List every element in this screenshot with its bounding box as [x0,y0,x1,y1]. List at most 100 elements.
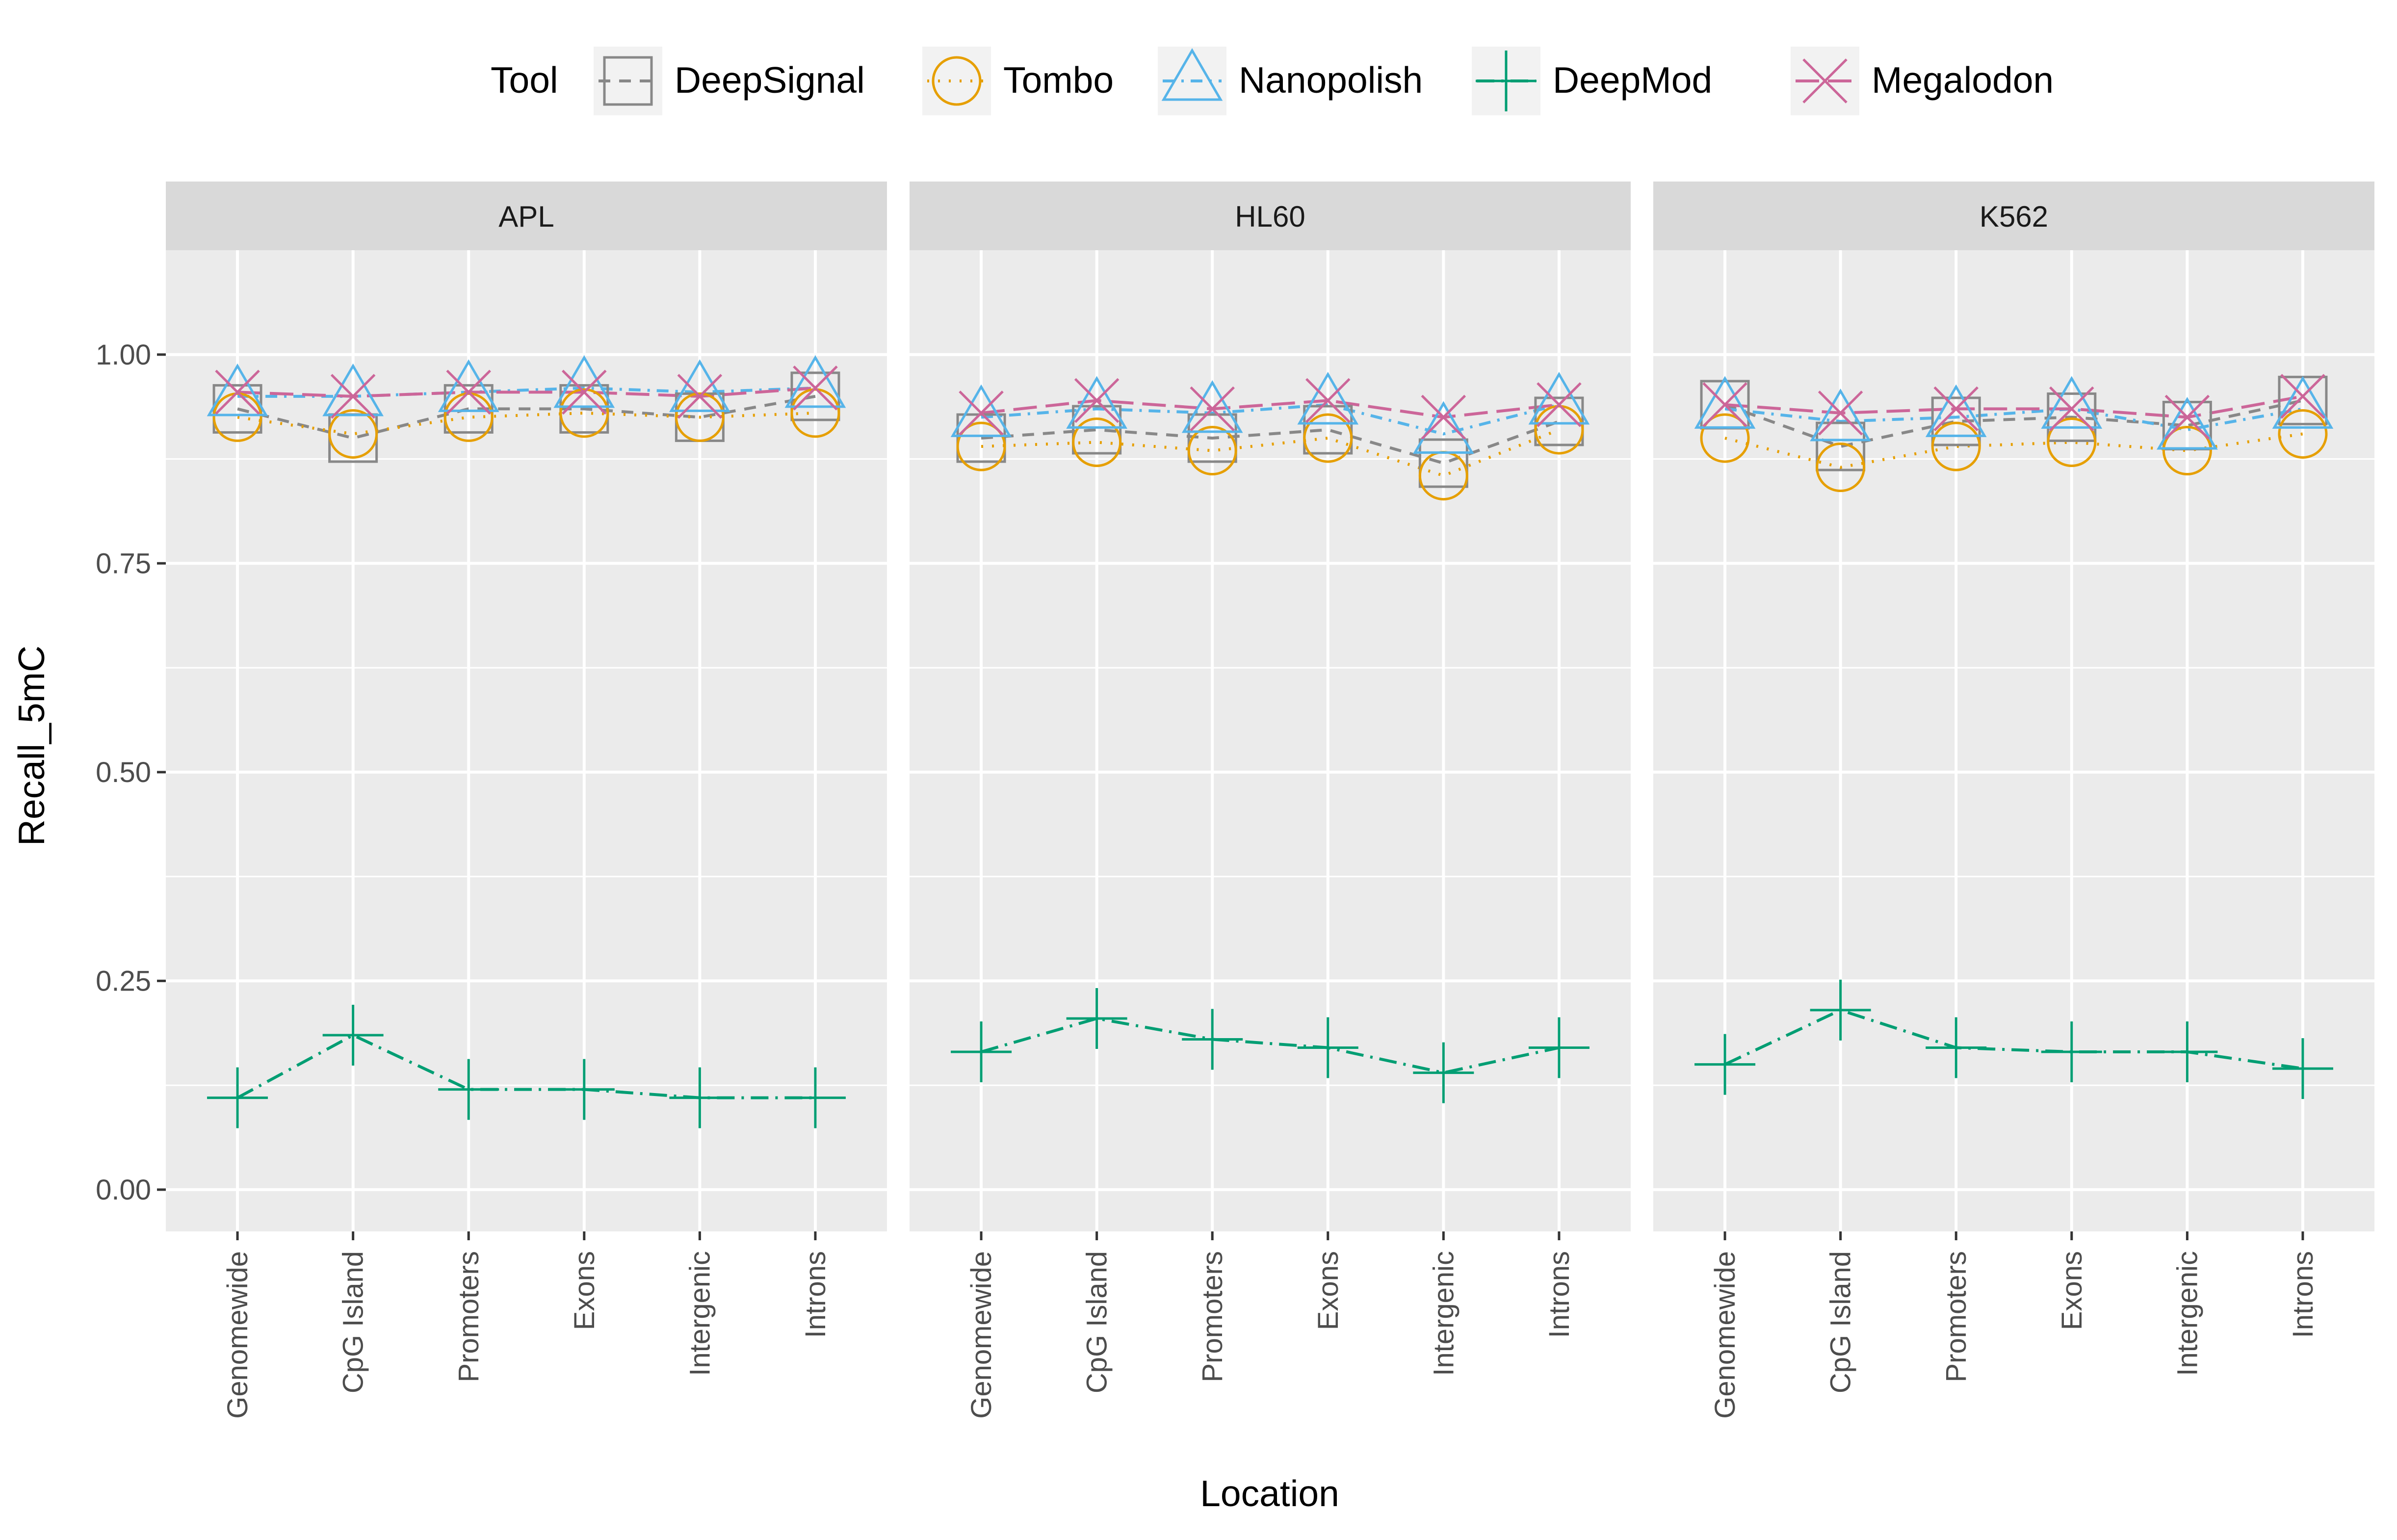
x-tick-label: Introns [800,1251,832,1338]
x-tick-label: Promoters [1940,1251,1972,1383]
data-point-megalodon [959,391,1004,436]
data-point-megalodon [793,365,838,411]
data-point-deepmod [207,1067,268,1128]
legend-item-deepsignal: DeepSignal [594,47,865,115]
data-point-tombo [675,392,725,442]
data-point-tombo [2278,409,2328,459]
series-line-deepmod [981,1017,1560,1074]
data-point-nanopolish [1297,371,1359,425]
data-point-tombo [1816,443,1866,493]
x-tick-label: Promoters [453,1251,485,1383]
data-point-tombo [2047,417,2097,467]
x-tick-label: Exons [1312,1251,1344,1330]
facet-strip [1653,182,2374,250]
data-point-nanopolish [2272,376,2334,429]
data-point-nanopolish [2041,376,2103,429]
legend-label: DeepMod [1553,59,1712,101]
facet-strip-label: HL60 [1235,200,1305,233]
legend-key-marker-tombo [932,56,982,106]
data-point-deepsignal [1534,396,1584,446]
series-line-deepsignal [1724,399,2303,448]
data-point-tombo [1187,426,1237,476]
legend-label: DeepSignal [675,59,865,101]
data-point-megalodon [1190,386,1235,432]
data-point-deepmod [784,1067,846,1128]
data-point-deepmod [2157,1021,2218,1083]
data-point-deepmod [553,1059,615,1120]
panel-hl60: HL60 Genomewide CpG Island Promoters Exons In… [910,182,1631,1419]
data-point-megalodon [1074,378,1120,423]
data-point-megalodon [2164,394,2210,440]
data-point-deepmod [669,1067,730,1128]
data-point-tombo [1931,421,1981,471]
data-point-nanopolish [1066,376,1127,429]
series-line-nanopolish [237,386,816,398]
data-point-tombo [1303,413,1353,463]
legend-item-megalodon: Megalodon [1791,47,2054,115]
data-point-nanopolish [207,363,268,417]
data-point-megalodon [215,369,260,415]
y-tick-label: 1.00 [96,339,151,371]
data-point-megalodon [1933,386,1979,432]
legend-key-marker-deepmod [1476,51,1537,111]
y-axis-title: Recall_5mC [11,646,52,846]
data-point-tombo [956,421,1006,471]
x-tick-label: Promoters [1197,1251,1228,1383]
y-tick-label: 0.50 [96,757,151,788]
data-point-tombo [1700,413,1750,463]
data-point-nanopolish [438,359,499,412]
data-point-deepmod [322,1005,384,1066]
data-point-nanopolish [1528,371,1590,425]
data-point-nanopolish [553,355,615,408]
plot-area [1653,250,2374,1231]
facet-strip-label: APL [498,200,554,233]
x-tick-label: Introns [1543,1251,1575,1338]
x-tick-label: Genomewide [222,1251,254,1419]
data-point-deepmod [1926,1017,1987,1078]
plot-area [910,250,1631,1231]
data-point-nanopolish [1413,401,1474,454]
data-point-deepmod [2041,1021,2102,1083]
data-point-megalodon [1537,382,1582,427]
data-point-deepmod [1066,988,1127,1049]
x-tick-label: Introns [2287,1251,2319,1338]
legend-item-deepmod: DeepMod [1472,47,1712,115]
data-point-tombo [1072,417,1122,467]
series-line-deepmod [1724,1008,2303,1070]
data-point-deepsignal [1931,396,1981,446]
data-point-deepsignal [1418,438,1468,488]
y-tick-label: 0.25 [96,965,151,997]
series-line-tombo [237,411,816,436]
data-point-deepmod [951,1021,1012,1083]
data-point-nanopolish [1694,376,1756,429]
series-line-nanopolish [1724,407,2303,432]
legend-item-tombo: Tombo [922,47,1114,115]
data-point-megalodon [677,374,723,419]
legend-title: Tool [491,59,558,101]
data-point-nanopolish [669,359,730,412]
data-point-megalodon [1305,378,1351,423]
data-point-deepmod [438,1059,499,1120]
facet-strip-label: K562 [1980,200,2048,233]
x-tick-label: Intergenic [684,1251,716,1376]
data-point-megalodon [2280,374,2325,419]
data-point-nanopolish [1925,384,1987,437]
data-point-tombo [2162,426,2212,476]
data-point-deepsignal [443,384,494,434]
data-point-megalodon [446,369,491,415]
facet-strip [910,182,1631,250]
data-point-deepmod [1810,979,1871,1041]
data-point-deepmod [1297,1017,1358,1078]
legend-label: Nanopolish [1239,59,1423,101]
panels-layer: APL 0.00 0.25 0.50 0.75 1.00 Genomewide CpG Isl… [96,182,2374,1419]
legend-key-marker-nanopolish [1161,48,1223,101]
data-point-deepmod [1182,1009,1243,1070]
x-tick-label: CpG Island [1081,1251,1113,1393]
data-point-deepsignal [1187,413,1237,463]
x-tick-label: Intergenic [2171,1251,2203,1376]
x-tick-label: Exons [569,1251,600,1330]
facet-strip [166,182,887,250]
x-axis-title: Location [1200,1473,1339,1514]
legend-label: Megalodon [1872,59,2054,101]
